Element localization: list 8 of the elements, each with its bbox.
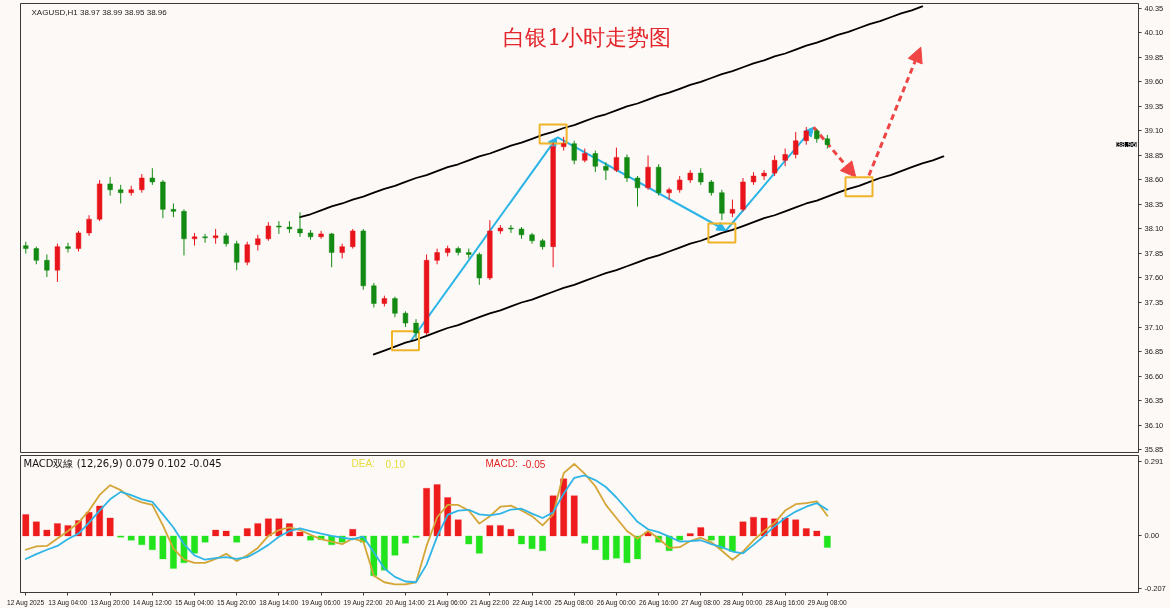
annotation: 38.96 — [1116, 140, 1138, 149]
text: 白银1小时走势图 — [503, 25, 672, 50]
annotation: MACD双線 (12,26,9) 0.079 0.102 -0.045 — [23, 458, 222, 469]
annotation: MACD: — [485, 458, 518, 469]
annotation: 0.10 — [385, 458, 406, 470]
annotation: XAGUSD,H1 38.97 38.99 38.95 38.96 — [31, 8, 168, 17]
annotation: -0.05 — [522, 458, 546, 470]
annotation: DEA: — [351, 458, 375, 469]
